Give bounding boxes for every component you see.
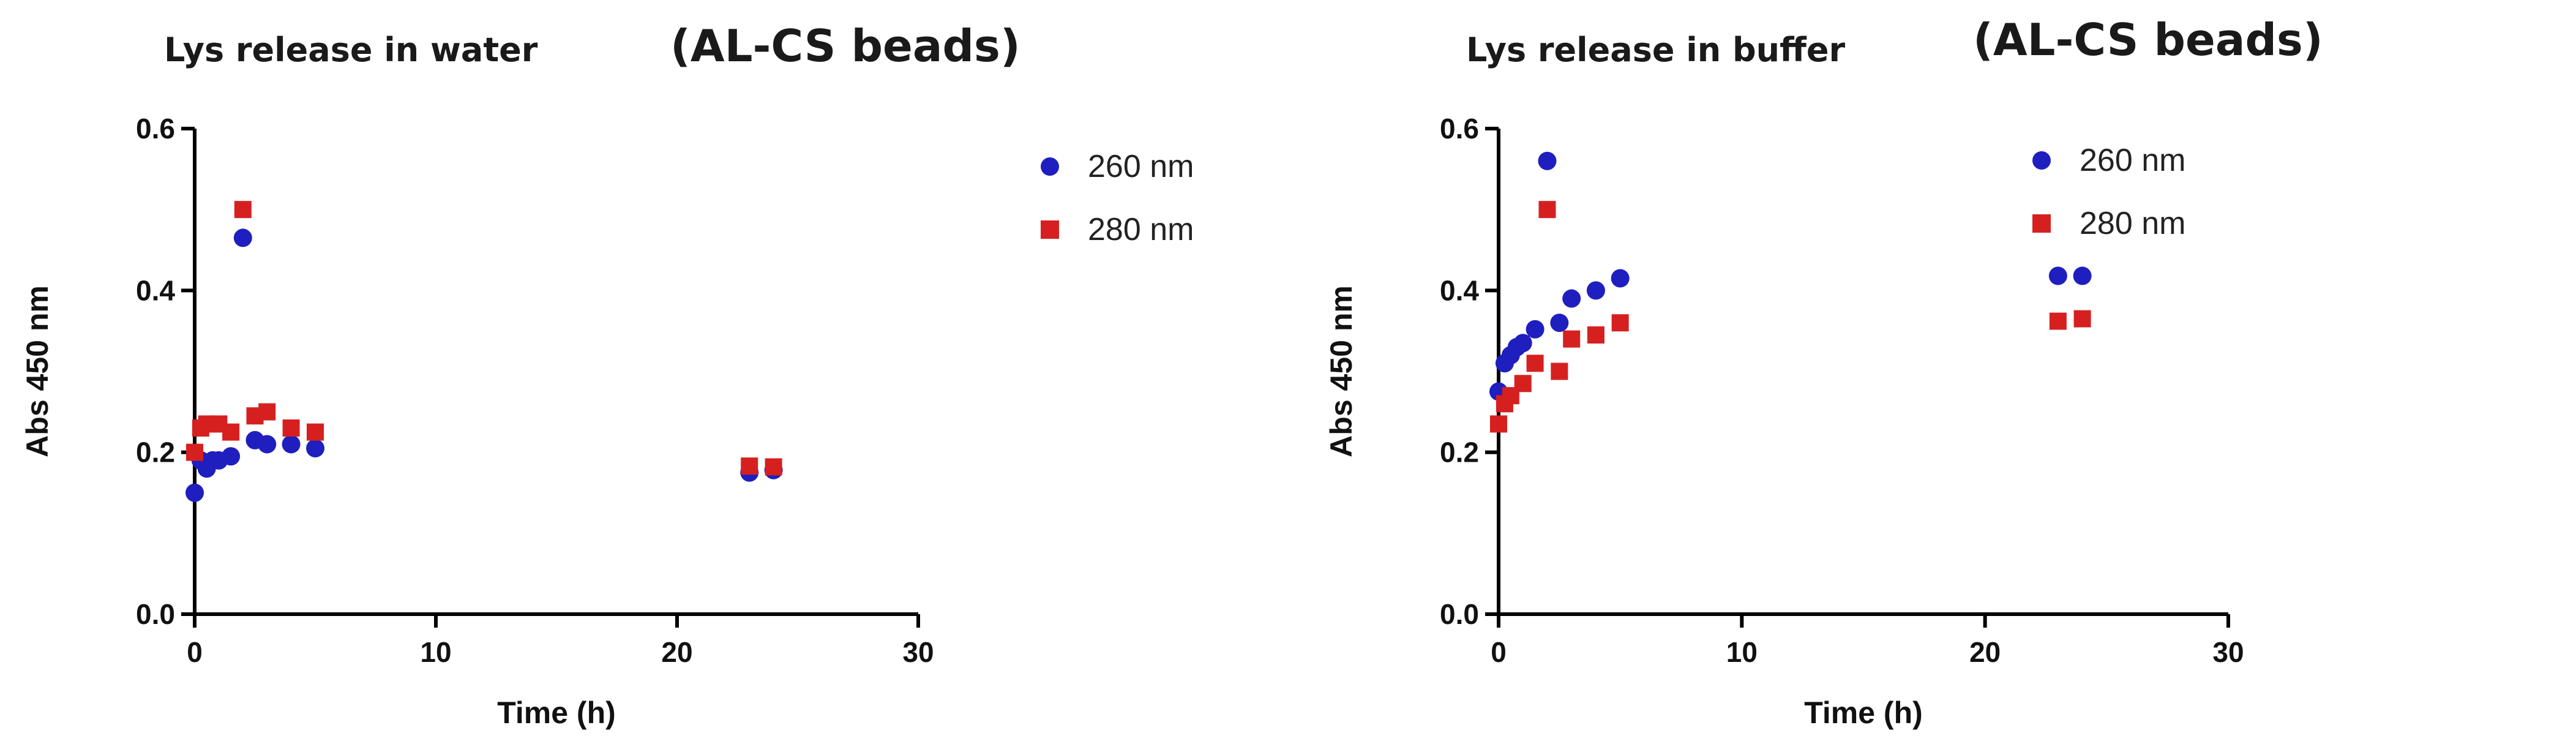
data-point-260nm	[1611, 269, 1630, 288]
data-point-280nm	[765, 458, 782, 476]
data-point-280nm	[741, 457, 758, 475]
data-point-280nm	[222, 423, 240, 441]
x-tick-label: 30	[902, 636, 934, 668]
data-point-280nm	[2049, 312, 2067, 330]
data-point-260nm	[282, 435, 301, 454]
data-point-260nm	[2048, 266, 2067, 285]
x-axis-label: Time (h)	[1804, 696, 1923, 730]
y-tick-label: 0.6	[136, 113, 175, 145]
y-tick-label: 0.4	[1440, 274, 1479, 306]
x-tick-label: 10	[1726, 636, 1758, 668]
data-point-260nm	[222, 447, 241, 466]
data-point-280nm	[307, 423, 324, 441]
data-point-260nm	[1586, 281, 1605, 300]
data-point-260nm	[2073, 266, 2092, 285]
data-point-280nm	[1526, 355, 1544, 372]
chart-title: Lys release in buffer	[1466, 31, 1845, 69]
data-point-280nm	[186, 443, 203, 461]
legend-marker-circle	[1041, 157, 1059, 176]
data-point-260nm	[1538, 151, 1557, 170]
data-point-280nm	[1538, 201, 1556, 219]
chart-title: Lys release in water	[164, 31, 538, 69]
legend-marker-square	[2032, 214, 2051, 233]
legend-label: 280 nm	[2080, 206, 2185, 241]
x-tick-label: 0	[1491, 636, 1507, 668]
data-point-260nm	[1550, 314, 1569, 332]
data-point-280nm	[1563, 330, 1581, 348]
chart-subtitle: (AL-CS beads)	[670, 20, 1020, 72]
y-axis-label: Abs 450 nm	[1324, 285, 1358, 457]
y-tick-label: 0.2	[136, 437, 175, 468]
data-point-260nm	[233, 228, 252, 247]
chart-panel-0: Lys release in water (AL-CS beads) 0.0 0.2 0…	[20, 20, 1194, 730]
data-point-260nm	[306, 439, 324, 458]
legend-label: 260 nm	[1088, 149, 1194, 184]
data-point-260nm	[1526, 320, 1544, 339]
data-point-280nm	[1587, 326, 1604, 344]
legend-label: 260 nm	[2080, 143, 2185, 178]
data-point-260nm	[1513, 334, 1532, 353]
x-axis-label: Time (h)	[497, 696, 616, 730]
legend-label: 280 nm	[1088, 212, 1194, 247]
data-point-280nm	[2073, 310, 2091, 328]
x-tick-label: 30	[2212, 636, 2244, 668]
y-tick-label: 0.0	[136, 598, 175, 630]
x-tick-label: 20	[661, 636, 692, 668]
x-tick-label: 10	[420, 636, 451, 668]
y-tick-label: 0.2	[1440, 437, 1479, 468]
data-point-280nm	[258, 403, 276, 421]
x-tick-label: 0	[187, 636, 203, 668]
y-axis-label: Abs 450 nm	[20, 285, 54, 457]
legend-marker-circle	[2032, 151, 2051, 170]
data-point-280nm	[282, 419, 300, 437]
chart-panel-1: Lys release in buffer (AL-CS beads) 0.0 0.2…	[1324, 14, 2323, 730]
data-point-260nm	[1562, 289, 1581, 308]
data-point-280nm	[1611, 314, 1629, 332]
data-point-260nm	[258, 435, 277, 454]
y-tick-label: 0.0	[1440, 598, 1479, 630]
y-tick-label: 0.4	[136, 274, 175, 306]
data-point-260nm	[185, 483, 204, 502]
data-point-280nm	[234, 201, 252, 219]
y-tick-label: 0.6	[1440, 113, 1479, 145]
chart-subtitle: (AL-CS beads)	[1973, 14, 2323, 66]
data-point-280nm	[1490, 415, 1507, 433]
legend-marker-square	[1041, 220, 1059, 239]
x-tick-label: 20	[1969, 636, 2001, 668]
data-point-280nm	[1551, 362, 1568, 380]
data-point-280nm	[1514, 375, 1532, 393]
